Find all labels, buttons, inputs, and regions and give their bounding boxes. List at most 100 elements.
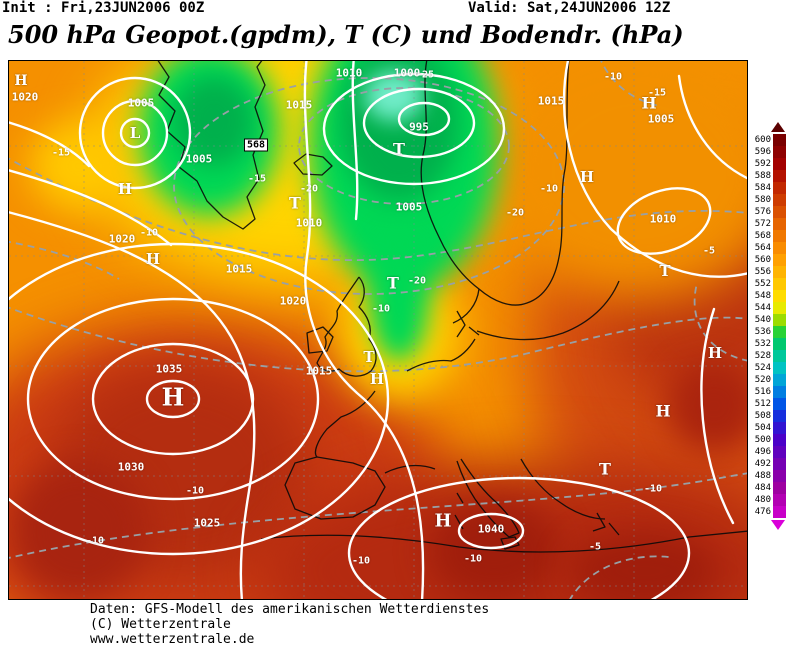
legend-value-label: 600 [754, 135, 771, 145]
temperature-label: -10 [371, 303, 391, 315]
chart-title: 500 hPa Geopot.(gpdm), T (C) und Bodendr… [8, 20, 684, 49]
legend-row: 576 [750, 206, 788, 218]
legend-color-swatch [773, 362, 786, 374]
legend-color-swatch [773, 374, 786, 386]
legend-color-swatch [773, 482, 786, 494]
legend-value-label: 552 [754, 279, 771, 289]
legend-value-label: 512 [754, 399, 771, 409]
legend-value-label: 508 [754, 411, 771, 421]
legend-arrow-top-icon [771, 122, 785, 132]
temperature-label: -10 [185, 485, 205, 497]
legend-row: 504 [750, 422, 788, 434]
legend-value-label: 540 [754, 315, 771, 325]
pressure-center-label: H [145, 250, 161, 268]
legend-color-swatch [773, 182, 786, 194]
pressure-center-label: H [579, 168, 595, 186]
legend-row: 588 [750, 170, 788, 182]
legend-value-label: 476 [754, 507, 771, 517]
pressure-label: 1005 [395, 200, 423, 214]
legend-color-swatch [773, 494, 786, 506]
pressure-center-label: H [641, 93, 657, 113]
pressure-label: 1020 [279, 294, 307, 308]
legend-row: 524 [750, 362, 788, 374]
legend-row: 536 [750, 326, 788, 338]
legend-value-label: 520 [754, 375, 771, 385]
legend-value-label: 592 [754, 159, 771, 169]
legend-row: 532 [750, 338, 788, 350]
legend-color-swatch [773, 326, 786, 338]
legend-row: 584 [750, 182, 788, 194]
legend-color-swatch [773, 194, 786, 206]
pressure-center-label: H [14, 73, 28, 89]
footer-credits: Daten: GFS-Modell des amerikanischen Wet… [90, 602, 489, 647]
pressure-center-label: H [117, 180, 133, 198]
legend-value-label: 536 [754, 327, 771, 337]
legend-row: 596 [750, 146, 788, 158]
footer-data-source: Daten: GFS-Modell des amerikanischen Wet… [90, 602, 490, 617]
legend-row: 492 [750, 458, 788, 470]
legend-color-swatch [773, 506, 786, 518]
legend-row: 572 [750, 218, 788, 230]
pressure-center-label: H [707, 344, 723, 362]
valid-time-label: Valid: Sat,24JUN2006 12Z [468, 0, 671, 16]
legend-row: 600 [750, 134, 788, 146]
temperature-label: -10 [351, 555, 371, 567]
temperature-label: -10 [85, 535, 105, 547]
legend-color-swatch [773, 134, 786, 146]
pressure-center-label: H [434, 510, 452, 532]
legend-value-label: 480 [754, 495, 771, 505]
weather-map: 1020 1005 1010 1000 1015 995 1005 1005 1010 1020 1… [8, 60, 748, 600]
legend-value-label: 576 [754, 207, 771, 217]
legend-value-label: 500 [754, 435, 771, 445]
legend-row: 580 [750, 194, 788, 206]
legend-value-label: 524 [754, 363, 771, 373]
pressure-center-label: T [659, 262, 671, 280]
pressure-label: 1025 [193, 516, 221, 530]
legend-value-label: 492 [754, 459, 771, 469]
legend-color-swatch [773, 410, 786, 422]
legend-value-label: 580 [754, 195, 771, 205]
legend-color-swatch [773, 278, 786, 290]
legend-color-swatch [773, 206, 786, 218]
legend-value-label: 532 [754, 339, 771, 349]
temperature-label: -25 [415, 69, 435, 81]
legend-value-label: 504 [754, 423, 771, 433]
legend-value-label: 556 [754, 267, 771, 277]
legend-row: 544 [750, 302, 788, 314]
pressure-center-label: H [161, 382, 185, 412]
isobar-contours [9, 61, 747, 599]
legend-color-swatch [773, 398, 786, 410]
geopotential-height-label: 568 [243, 138, 269, 152]
legend-row: 508 [750, 410, 788, 422]
legend-value-label: 528 [754, 351, 771, 361]
footer-copyright: (C) Wetterzentrale [90, 617, 231, 632]
temperature-label: -10 [463, 553, 483, 565]
legend-row: 520 [750, 374, 788, 386]
pressure-center-label: T [599, 459, 611, 479]
legend-value-label: 496 [754, 447, 771, 457]
legend-row: 552 [750, 278, 788, 290]
legend-color-swatch [773, 458, 786, 470]
map-vector-layers [9, 61, 747, 599]
legend-row: 500 [750, 434, 788, 446]
pressure-label: 1030 [117, 460, 145, 474]
pressure-center-label: T [289, 193, 301, 213]
legend-color-swatch [773, 254, 786, 266]
pressure-center-label: H [655, 401, 671, 421]
pressure-center-label: H [369, 370, 385, 388]
temperature-label: -10 [539, 183, 559, 195]
temperature-label: -10 [603, 71, 623, 83]
pressure-label: 1040 [477, 522, 505, 536]
legend-color-swatch [773, 146, 786, 158]
temperature-label: -20 [505, 207, 525, 219]
pressure-label: 1015 [537, 94, 565, 108]
legend-value-label: 588 [754, 171, 771, 181]
legend-value-label: 564 [754, 243, 771, 253]
legend-color-swatch [773, 242, 786, 254]
temperature-label: -20 [299, 183, 319, 195]
legend-color-swatch [773, 266, 786, 278]
legend-color-swatch [773, 230, 786, 242]
legend-color-swatch [773, 158, 786, 170]
pressure-label: 1005 [127, 96, 155, 110]
legend-color-swatch [773, 170, 786, 182]
